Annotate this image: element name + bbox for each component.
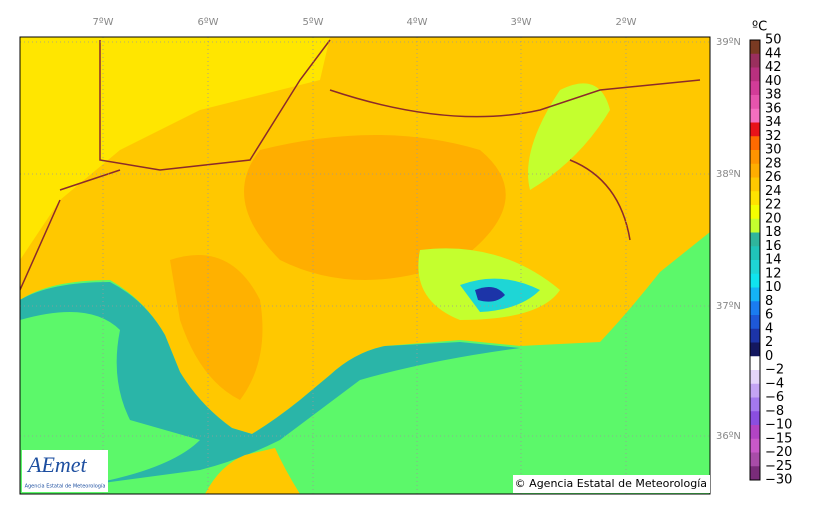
colorbar-swatch	[750, 383, 760, 398]
colorbar-label: 18	[765, 225, 782, 240]
colorbar-label: 36	[765, 101, 782, 116]
colorbar-swatch	[750, 205, 760, 220]
colorbar-label: 30	[765, 143, 782, 158]
colorbar-swatch	[750, 287, 760, 302]
colorbar-swatch	[750, 301, 760, 316]
graticule	[20, 37, 710, 494]
colorbar-label: −25	[765, 459, 792, 474]
longitude-label: 3ºW	[511, 17, 532, 28]
colorbar-swatch	[750, 438, 760, 453]
colorbar-label: 22	[765, 198, 782, 213]
colorbar-swatch	[750, 67, 760, 82]
colorbar-label: 6	[765, 308, 773, 323]
colorbar-swatch	[750, 40, 760, 55]
colorbar-label: 24	[765, 184, 782, 199]
latitude-label: 38ºN	[716, 169, 741, 180]
map	[20, 37, 710, 494]
colorbar-label: 40	[765, 74, 782, 89]
colorbar-swatch	[750, 163, 760, 178]
colorbar-swatch	[750, 218, 760, 233]
cool-area	[528, 83, 610, 190]
colorbar-label: 8	[765, 294, 773, 309]
colorbar-swatch	[750, 246, 760, 261]
colorbar-label: 12	[765, 266, 782, 281]
colorbar-label: 26	[765, 170, 782, 185]
copyright: © Agencia Estatal de Meteorología	[515, 477, 707, 490]
latitude-label: 37ºN	[716, 301, 741, 312]
colorbar-label: −6	[765, 390, 784, 405]
colorbar-swatch	[750, 95, 760, 110]
colorbar-swatch	[750, 370, 760, 385]
colorbar-swatch	[750, 466, 760, 481]
map-frame	[19, 36, 711, 495]
colorbar-frame	[749, 39, 761, 481]
colorbar-swatch	[750, 108, 760, 123]
longitude-label: 2ºW	[616, 17, 637, 28]
colorbar-swatch	[750, 273, 760, 288]
colorbar-swatch	[750, 53, 760, 68]
warm-area	[244, 135, 506, 280]
colorbar-label: −4	[765, 376, 784, 391]
colorbar-label: 34	[765, 115, 782, 130]
colorbar-swatch	[750, 122, 760, 137]
africa	[205, 448, 300, 494]
colorbar-swatch	[750, 191, 760, 206]
colorbar-swatch	[750, 150, 760, 165]
colorbar-label: 32	[765, 129, 782, 144]
copyright-box	[513, 475, 710, 493]
colorbar-label: −15	[765, 431, 792, 446]
latitude-label: 39ºN	[716, 37, 741, 48]
colorbar-label: 50	[765, 33, 782, 48]
colorbar-swatch	[750, 328, 760, 343]
colorbar-label: 2	[765, 335, 773, 350]
longitude-label: 5ºW	[303, 17, 324, 28]
logo: AEmet	[26, 452, 88, 477]
colorbar-label: 38	[765, 88, 782, 103]
colorbar-swatch	[750, 356, 760, 371]
colorbar-label: 42	[765, 60, 782, 75]
colorbar-swatch	[750, 425, 760, 440]
colorbar-swatch	[750, 232, 760, 247]
colorbar-label: −8	[765, 404, 784, 419]
longitude-label: 4ºW	[407, 17, 428, 28]
colorbar-swatch	[750, 315, 760, 330]
latitude-label: 36ºN	[716, 431, 741, 442]
longitude-label: 7ºW	[93, 17, 114, 28]
warm-area	[170, 255, 263, 400]
logo-subtitle: Agencia Estatal de Meteorología	[25, 483, 106, 490]
colorbar-label: −30	[765, 473, 792, 488]
colorbar-swatch	[750, 411, 760, 426]
colorbar-label: −10	[765, 418, 792, 433]
colorbar-label: 4	[765, 321, 773, 336]
colorbar-label: 14	[765, 253, 782, 268]
colorbar-swatch	[750, 397, 760, 412]
colorbar-label: 20	[765, 211, 782, 226]
sea	[20, 312, 200, 494]
cold-core	[475, 286, 505, 302]
colorbar-label: −20	[765, 445, 792, 460]
colorbar-label: 10	[765, 280, 782, 295]
land-north	[20, 37, 330, 260]
colorbar-label: 0	[765, 349, 773, 364]
colorbar-swatch	[750, 342, 760, 357]
colorbar-swatch	[750, 260, 760, 275]
colorbar-swatch	[750, 81, 760, 96]
logo-box	[22, 450, 108, 492]
colorbar-label: 28	[765, 156, 782, 171]
colorbar-label: 44	[765, 46, 782, 61]
colorbar-label: 16	[765, 239, 782, 254]
colorbar-label: −2	[765, 363, 784, 378]
colorbar-swatch	[750, 177, 760, 192]
longitude-label: 6ºW	[198, 17, 219, 28]
colorbar-swatch	[750, 452, 760, 467]
colorbar-unit: ºC	[752, 20, 767, 35]
border	[20, 39, 701, 291]
colorbar-swatch	[750, 136, 760, 151]
